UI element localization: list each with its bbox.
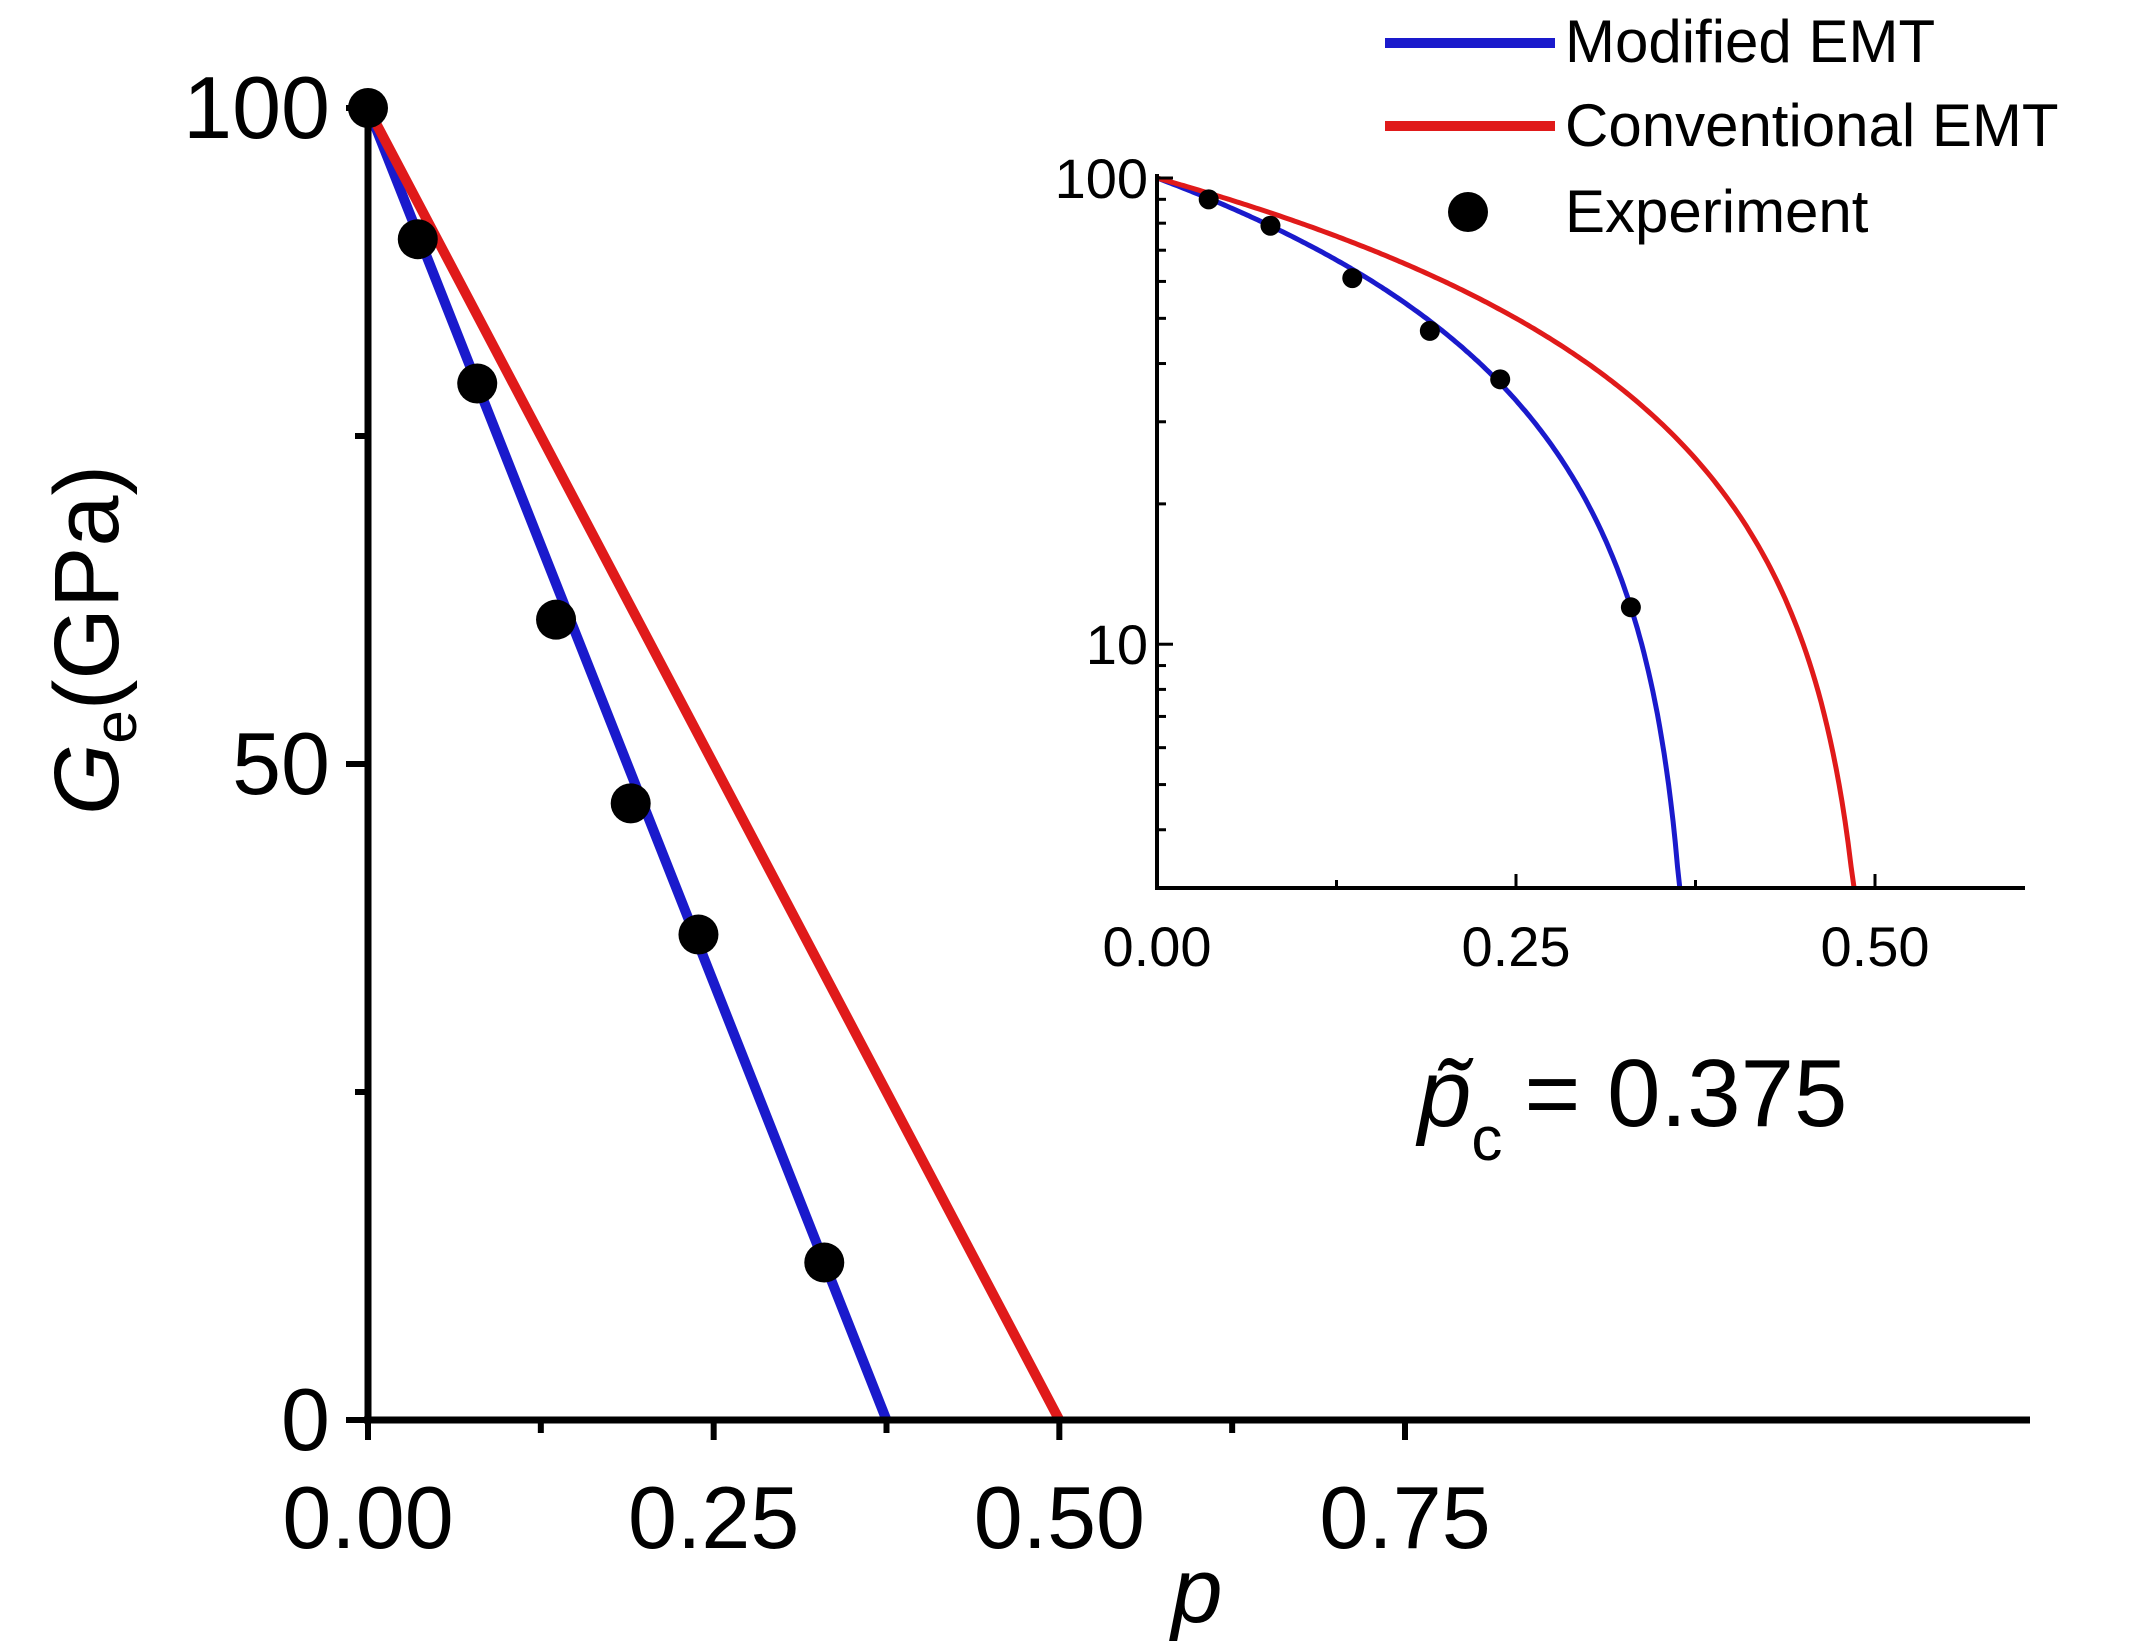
inset-x-tick-label-0: 0.00 xyxy=(1103,915,1212,978)
inset-point-experiment-2 xyxy=(1342,268,1363,289)
main-point-experiment-4 xyxy=(610,783,651,824)
main-ticks-group xyxy=(346,105,1408,1440)
main-y-tick-label-2: 100 xyxy=(183,58,330,157)
inset-series-group xyxy=(1156,175,1857,889)
annotation-subscript: c xyxy=(1471,1105,1502,1174)
critical-porosity-annotation: p̃c = 0.375 xyxy=(1415,1040,1847,1174)
inset-y-tick-label-0: 10 xyxy=(1086,613,1148,676)
inset-point-experiment-1 xyxy=(1260,215,1281,236)
legend: Modified EMT Conventional EMT Experiment xyxy=(1385,8,2059,245)
inset-ticks-group xyxy=(1155,176,1877,888)
main-series-line-modified-emt xyxy=(363,106,892,1422)
inset-point-experiment-5 xyxy=(1620,597,1641,618)
legend-marker-experiment xyxy=(1448,192,1488,232)
main-point-experiment-5 xyxy=(678,914,719,955)
main-plot: 0.00 0.25 0.50 0.75 0 50 100 p Ge(GPa) xyxy=(36,58,2030,1642)
main-point-experiment-2 xyxy=(457,363,498,404)
main-x-tick-label-3: 0.75 xyxy=(1319,1468,1490,1567)
inset-point-experiment-3 xyxy=(1419,320,1440,341)
legend-label-experiment: Experiment xyxy=(1565,178,1869,245)
main-series-line-conventional-emt xyxy=(363,105,1064,1423)
main-point-experiment-3 xyxy=(536,599,577,640)
main-y-tick-label-0: 0 xyxy=(281,1370,330,1469)
main-x-tick-label-2: 0.50 xyxy=(974,1468,1145,1567)
main-point-experiment-6 xyxy=(804,1242,845,1283)
inset-x-tick-label-2: 0.50 xyxy=(1821,915,1930,978)
inset-series-curve-modified-emt xyxy=(1156,175,1683,889)
inset-x-tick-label-1: 0.25 xyxy=(1462,915,1571,978)
inset-series-curve-conventional-emt xyxy=(1156,175,1857,889)
main-x-tick-label-1: 0.25 xyxy=(628,1468,799,1567)
inset-point-experiment-4 xyxy=(1490,369,1511,390)
inset-tick-labels-group: 0.00 0.25 0.50 10 100 xyxy=(1055,147,1930,978)
legend-label-conventional-emt: Conventional EMT xyxy=(1565,92,2059,159)
inset-point-experiment-0 xyxy=(1198,189,1219,210)
main-point-experiment-1 xyxy=(397,219,438,260)
main-y-tick-label-1: 50 xyxy=(232,714,330,813)
y-axis-label-unit: (GPa) xyxy=(36,465,138,710)
y-axis-label-symbol: G xyxy=(36,744,138,816)
annotation-symbol: p̃ xyxy=(1415,1040,1474,1147)
y-axis-label-subscript: e xyxy=(82,710,149,743)
main-tick-labels-group: 0.00 0.25 0.50 0.75 0 50 100 xyxy=(183,58,1490,1567)
annotation-equals: = 0.375 xyxy=(1524,1040,1847,1147)
main-series-group xyxy=(348,88,1064,1423)
inset-y-tick-label-1: 100 xyxy=(1055,147,1148,210)
legend-label-modified-emt: Modified EMT xyxy=(1565,8,1935,75)
y-axis-label: Ge(GPa) xyxy=(36,465,149,815)
x-axis-label: p xyxy=(1168,1540,1222,1642)
main-x-tick-label-0: 0.00 xyxy=(282,1468,453,1567)
inset-plot: 0.00 0.25 0.50 10 100 xyxy=(1055,147,2025,978)
